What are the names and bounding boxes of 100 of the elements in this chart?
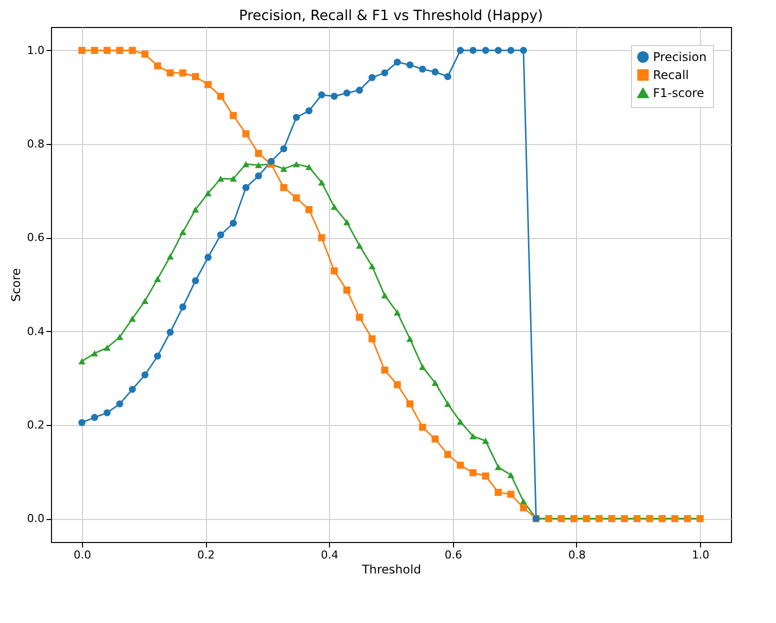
- point: [179, 303, 186, 310]
- point: [128, 316, 136, 322]
- point: [179, 229, 186, 236]
- point: [318, 91, 326, 98]
- legend-label: Recall: [653, 68, 689, 82]
- x-tick-label: 0.0: [74, 548, 92, 562]
- point: [394, 381, 401, 388]
- point: [432, 68, 439, 76]
- point: [141, 371, 148, 378]
- point: [318, 179, 326, 186]
- x-tick-label: 1.0: [692, 548, 710, 562]
- point: [254, 150, 262, 157]
- point: [128, 386, 136, 393]
- legend-label: F1-score: [653, 86, 704, 100]
- point: [432, 380, 439, 386]
- point: [230, 220, 237, 227]
- point: [520, 504, 528, 512]
- point: [154, 276, 162, 282]
- point: [166, 69, 174, 76]
- point: [78, 358, 86, 364]
- point: [90, 350, 98, 356]
- point: [444, 73, 452, 80]
- point: [268, 158, 275, 165]
- point: [469, 469, 477, 476]
- y-tick-label: 0.0: [27, 512, 44, 526]
- point: [330, 204, 338, 210]
- point: [356, 242, 364, 249]
- point: [469, 46, 477, 54]
- chart-title: Precision, Recall & F1 vs Threshold (Happy): [239, 8, 543, 24]
- point: [330, 92, 338, 100]
- point: [192, 206, 200, 213]
- point: [154, 352, 162, 360]
- point: [356, 86, 364, 94]
- point: [406, 400, 414, 408]
- point: [456, 462, 464, 469]
- x-tick-label: 0.2: [197, 548, 215, 562]
- point: [507, 472, 514, 478]
- point: [104, 46, 111, 54]
- x-axis-title: Threshold: [360, 562, 422, 576]
- point: [305, 107, 313, 114]
- point: [520, 46, 528, 54]
- point: [192, 277, 200, 284]
- point: [456, 418, 464, 425]
- y-tick-label: 0.8: [27, 138, 44, 151]
- point: [381, 366, 388, 374]
- point: [507, 46, 514, 54]
- point: [116, 334, 124, 340]
- point: [444, 400, 452, 407]
- point: [104, 409, 111, 416]
- point: [204, 254, 212, 261]
- point: [78, 46, 86, 54]
- point: [418, 364, 426, 370]
- point: [230, 176, 237, 182]
- legend-label: Precision: [653, 50, 707, 64]
- point: [406, 336, 414, 342]
- point: [482, 46, 490, 54]
- point: [242, 184, 250, 192]
- point: [78, 419, 86, 426]
- point: [418, 66, 426, 73]
- point: [394, 58, 401, 66]
- point: [166, 253, 174, 260]
- point: [432, 435, 439, 443]
- point: [204, 81, 212, 88]
- point: [179, 69, 186, 76]
- point: [104, 344, 111, 351]
- point: [381, 69, 388, 76]
- point: [368, 74, 376, 82]
- point: [116, 400, 124, 408]
- point: [128, 46, 136, 54]
- y-tick-label: 0.4: [27, 324, 44, 338]
- point: [494, 46, 502, 54]
- point: [280, 166, 288, 172]
- point: [292, 194, 300, 202]
- point: [343, 286, 350, 294]
- point: [230, 112, 237, 120]
- point: [166, 328, 174, 336]
- point: [116, 46, 124, 54]
- point: [154, 62, 162, 70]
- point: [456, 46, 464, 54]
- point: [394, 310, 401, 316]
- point: [254, 172, 262, 180]
- y-tick-label: 0.6: [27, 231, 44, 244]
- point: [343, 219, 350, 226]
- y-axis-title: Score: [9, 268, 24, 302]
- point: [520, 498, 528, 504]
- point: [292, 114, 300, 121]
- point: [469, 433, 477, 440]
- point: [254, 162, 262, 168]
- y-tick-label: 1.0: [27, 44, 44, 57]
- point: [494, 464, 502, 470]
- point: [507, 490, 514, 498]
- x-tick-label: 0.4: [320, 548, 338, 562]
- point: [280, 145, 288, 152]
- point: [318, 234, 326, 242]
- x-tick-label: 0.6: [444, 548, 462, 562]
- point: [381, 292, 388, 298]
- point: [192, 73, 200, 80]
- point: [217, 231, 224, 238]
- point: [356, 314, 364, 321]
- point: [330, 267, 338, 274]
